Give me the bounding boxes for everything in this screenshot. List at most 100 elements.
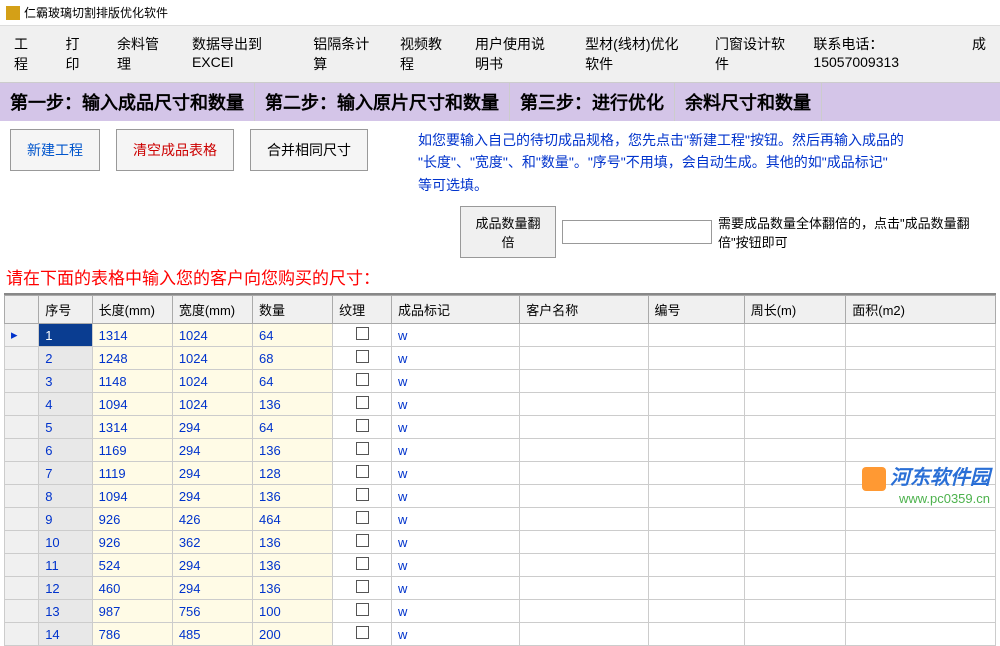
cell-width[interactable]: 1024	[172, 393, 252, 416]
cell-width[interactable]: 294	[172, 462, 252, 485]
merge-same-button[interactable]: 合并相同尺寸	[250, 129, 368, 171]
step-3[interactable]: 第三步：进行优化	[510, 83, 675, 121]
cell-seq[interactable]: 9	[39, 508, 92, 531]
row-marker[interactable]	[5, 393, 39, 416]
texture-checkbox[interactable]	[356, 626, 369, 639]
cell-number[interactable]	[648, 324, 744, 347]
cell-mark[interactable]: w	[391, 347, 519, 370]
cell-qty[interactable]: 64	[252, 324, 332, 347]
cell-texture[interactable]	[333, 439, 392, 462]
cell-mark[interactable]: w	[391, 577, 519, 600]
cell-texture[interactable]	[333, 531, 392, 554]
clear-table-button[interactable]: 清空成品表格	[116, 129, 234, 171]
cell-mark[interactable]: w	[391, 439, 519, 462]
cell-mark[interactable]: w	[391, 531, 519, 554]
cell-mark[interactable]: w	[391, 393, 519, 416]
cell-width[interactable]: 1024	[172, 370, 252, 393]
cell-qty[interactable]: 100	[252, 600, 332, 623]
cell-number[interactable]	[648, 554, 744, 577]
cell-texture[interactable]	[333, 485, 392, 508]
cell-perimeter[interactable]	[744, 485, 846, 508]
cell-qty[interactable]: 200	[252, 623, 332, 646]
cell-length[interactable]: 1094	[92, 393, 172, 416]
table-row[interactable]: 11524294136w	[5, 554, 996, 577]
cell-customer[interactable]	[520, 508, 648, 531]
cell-perimeter[interactable]	[744, 439, 846, 462]
cell-length[interactable]: 1314	[92, 324, 172, 347]
cell-length[interactable]: 1169	[92, 439, 172, 462]
cell-seq[interactable]: 12	[39, 577, 92, 600]
row-marker[interactable]	[5, 416, 39, 439]
row-marker[interactable]	[5, 600, 39, 623]
cell-qty[interactable]: 64	[252, 416, 332, 439]
cell-seq[interactable]: 3	[39, 370, 92, 393]
texture-checkbox[interactable]	[356, 419, 369, 432]
cell-area[interactable]	[846, 600, 996, 623]
cell-width[interactable]: 362	[172, 531, 252, 554]
cell-seq[interactable]: 7	[39, 462, 92, 485]
cell-perimeter[interactable]	[744, 347, 846, 370]
menu-contact[interactable]: 联系电话：15057009313	[799, 30, 958, 78]
cell-seq[interactable]: 11	[39, 554, 92, 577]
cell-width[interactable]: 485	[172, 623, 252, 646]
cell-number[interactable]	[648, 462, 744, 485]
row-marker[interactable]	[5, 508, 39, 531]
row-marker[interactable]	[5, 623, 39, 646]
row-marker[interactable]	[5, 439, 39, 462]
cell-length[interactable]: 987	[92, 600, 172, 623]
header-mark[interactable]: 成品标记	[391, 296, 519, 324]
cell-number[interactable]	[648, 485, 744, 508]
cell-width[interactable]: 294	[172, 554, 252, 577]
header-area[interactable]: 面积(m2)	[846, 296, 996, 324]
header-number[interactable]: 编号	[648, 296, 744, 324]
cell-length[interactable]: 1094	[92, 485, 172, 508]
table-row[interactable]: ▸11314102464w	[5, 324, 996, 347]
cell-seq[interactable]: 14	[39, 623, 92, 646]
cell-customer[interactable]	[520, 347, 648, 370]
cell-mark[interactable]: w	[391, 623, 519, 646]
cell-width[interactable]: 294	[172, 577, 252, 600]
cell-mark[interactable]: w	[391, 600, 519, 623]
cell-number[interactable]	[648, 393, 744, 416]
texture-checkbox[interactable]	[356, 534, 369, 547]
table-row[interactable]: 5131429464w	[5, 416, 996, 439]
header-length[interactable]: 长度(mm)	[92, 296, 172, 324]
cell-perimeter[interactable]	[744, 370, 846, 393]
cell-width[interactable]: 1024	[172, 324, 252, 347]
cell-mark[interactable]: w	[391, 370, 519, 393]
cell-qty[interactable]: 464	[252, 508, 332, 531]
step-1[interactable]: 第一步：输入成品尺寸和数量	[0, 83, 255, 121]
cell-area[interactable]	[846, 393, 996, 416]
cell-number[interactable]	[648, 347, 744, 370]
cell-seq[interactable]: 8	[39, 485, 92, 508]
cell-seq[interactable]: 5	[39, 416, 92, 439]
cell-length[interactable]: 786	[92, 623, 172, 646]
step-4[interactable]: 余料尺寸和数量	[675, 83, 822, 121]
cell-mark[interactable]: w	[391, 485, 519, 508]
cell-texture[interactable]	[333, 554, 392, 577]
cell-length[interactable]: 524	[92, 554, 172, 577]
texture-checkbox[interactable]	[356, 350, 369, 363]
cell-area[interactable]	[846, 623, 996, 646]
cell-width[interactable]: 294	[172, 485, 252, 508]
cell-seq[interactable]: 1	[39, 324, 92, 347]
cell-length[interactable]: 1314	[92, 416, 172, 439]
cell-seq[interactable]: 4	[39, 393, 92, 416]
cell-mark[interactable]: w	[391, 462, 519, 485]
new-project-button[interactable]: 新建工程	[10, 129, 100, 171]
cell-length[interactable]: 926	[92, 508, 172, 531]
cell-mark[interactable]: w	[391, 554, 519, 577]
texture-checkbox[interactable]	[356, 557, 369, 570]
cell-customer[interactable]	[520, 554, 648, 577]
cell-qty[interactable]: 136	[252, 393, 332, 416]
cell-perimeter[interactable]	[744, 554, 846, 577]
row-marker[interactable]	[5, 462, 39, 485]
row-marker[interactable]	[5, 347, 39, 370]
table-row[interactable]: 410941024136 w	[5, 393, 996, 416]
cell-perimeter[interactable]	[744, 531, 846, 554]
table-row[interactable]: 9926426464w	[5, 508, 996, 531]
cell-perimeter[interactable]	[744, 416, 846, 439]
cell-mark[interactable]: w	[391, 508, 519, 531]
cell-seq[interactable]: 10	[39, 531, 92, 554]
cell-number[interactable]	[648, 439, 744, 462]
